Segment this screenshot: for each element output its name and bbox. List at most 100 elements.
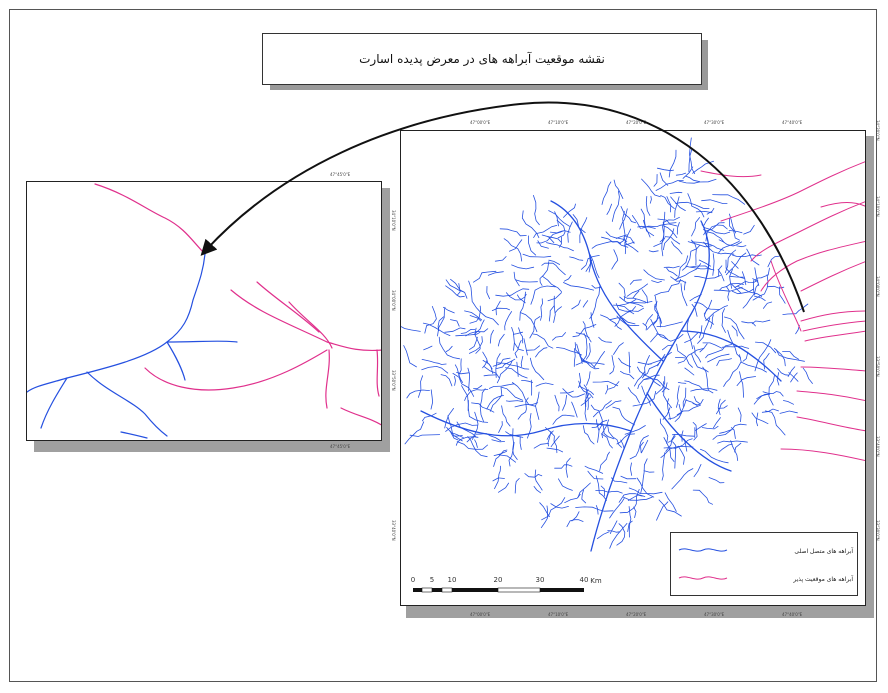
basin-stream: [444, 408, 454, 429]
basin-stream: [572, 324, 597, 338]
basin-stream: [495, 288, 530, 297]
basin-stream: [640, 208, 655, 237]
basin-stream: [628, 351, 631, 374]
captured-stream: [750, 201, 865, 262]
basin-stream: [705, 305, 728, 322]
basin-stream: [725, 286, 730, 301]
basin-stream: [492, 357, 511, 367]
basin-stream: [404, 421, 425, 445]
basin-stream: [582, 300, 589, 308]
basin-stream: [539, 261, 550, 286]
top-tick-label: 47°40'0"E: [782, 120, 803, 125]
basin-stream: [579, 385, 594, 395]
basin-stream: [751, 319, 771, 325]
bottom-tick-label: 47°00'0"E: [470, 612, 491, 617]
basin-stream: [693, 464, 702, 478]
basin-stream: [575, 332, 590, 339]
basin-stream: [566, 519, 584, 528]
basin-stream: [703, 309, 715, 325]
basin-stream: [629, 462, 633, 476]
basin-stream: [637, 366, 661, 387]
basin-stream: [616, 523, 626, 546]
basin-stream: [663, 265, 680, 269]
inset-map[interactable]: [26, 181, 382, 441]
basin-stream: [569, 256, 584, 261]
basin-stream: [675, 172, 687, 176]
basin-stream: [677, 445, 685, 465]
basin-stream: [694, 275, 721, 279]
basin-stream: [508, 442, 515, 467]
basin-stream: [650, 318, 668, 340]
basin-stream: [684, 367, 695, 376]
basin-stream: [697, 317, 711, 344]
basin-stream: [692, 399, 704, 406]
basin-stream: [548, 210, 570, 227]
legend-swatch-captured-stream: [678, 576, 728, 580]
basin-stream: [440, 374, 453, 387]
basin-stream: [514, 340, 522, 359]
basin-stream: [717, 241, 740, 254]
basin-stream: [645, 196, 651, 216]
basin-stream: [526, 345, 540, 351]
basin-stream: [676, 222, 680, 235]
basin-stream: [708, 477, 725, 484]
basin-stream: [449, 430, 463, 442]
basin-stream: [489, 386, 503, 412]
inset-stream-captured: [325, 349, 330, 409]
captured-stream: [700, 170, 762, 178]
basin-stream: [515, 279, 538, 283]
legend-swatch-main-stream: [678, 548, 728, 552]
basin-stream: [609, 520, 618, 534]
right-tick-label: 34°20'0"N: [875, 120, 880, 141]
basin-stream: [563, 275, 572, 282]
basin-stream: [718, 443, 733, 453]
basin-stream: [511, 264, 535, 270]
basin-stream: [591, 241, 621, 249]
basin-stream: [511, 327, 515, 351]
basin-stream: [505, 431, 524, 438]
basin-stream: [685, 265, 715, 271]
basin-stream: [460, 328, 476, 334]
basin-stream: [482, 360, 488, 369]
basin-stream: [618, 493, 646, 503]
basin-stream: [401, 326, 421, 332]
basin-stream: [562, 388, 585, 398]
captured-stream: [720, 161, 865, 222]
basin-stream: [742, 351, 749, 362]
basin-stream: [514, 478, 520, 494]
basin-stream: [741, 321, 756, 327]
basin-stream: [577, 482, 591, 498]
basin-stream: [458, 358, 462, 376]
basin-stream: [445, 345, 453, 352]
basin-stream: [721, 345, 750, 349]
basin-stream: [620, 475, 637, 480]
inset-bottom-label: 47°45'0"E: [330, 444, 351, 449]
basin-stream: [684, 281, 686, 291]
basin-stream: [607, 424, 622, 448]
basin-stream: [565, 457, 571, 478]
basin-stream: [779, 410, 798, 414]
basin-stream: [665, 433, 676, 452]
top-tick-label: 47°30'0"E: [704, 120, 725, 125]
basin-stream: [652, 312, 659, 326]
legend-row: آبراهه های موقعیت پذیر: [677, 569, 853, 589]
scale-tick-label: 40: [579, 576, 589, 584]
basin-stream: [666, 398, 671, 420]
left-tick-label: 34°10'0"N: [391, 210, 396, 231]
basin-stream: [686, 317, 693, 350]
basin-stream: [581, 489, 587, 504]
basin-stream: [641, 385, 651, 406]
basin-stream: [707, 353, 730, 363]
basin-stream: [681, 430, 684, 442]
inset-stream-captured: [230, 289, 381, 352]
basin-stream: [671, 241, 683, 255]
basin-stream: [643, 269, 665, 281]
scale-bar-graphic: [413, 587, 584, 593]
basin-stream: [501, 405, 511, 427]
basin-stream: [737, 407, 742, 423]
basin-stream: [624, 228, 632, 255]
basin-stream: [633, 506, 637, 518]
scale-tick-label: 5: [429, 576, 435, 584]
basin-stream: [489, 329, 494, 344]
inset-stream-main: [27, 253, 206, 393]
